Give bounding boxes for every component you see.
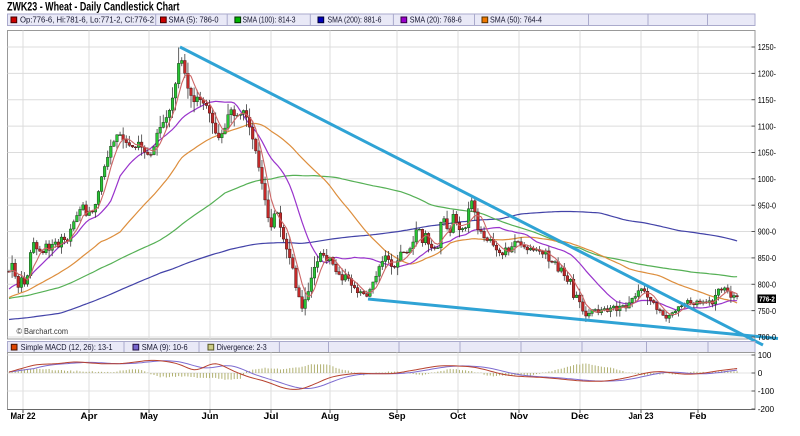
svg-text:Oct: Oct [450, 411, 467, 422]
svg-text:950-0: 950-0 [758, 201, 777, 210]
svg-text:SMA (9): 10-6: SMA (9): 10-6 [142, 343, 188, 352]
svg-text:700-0: 700-0 [758, 333, 777, 342]
svg-text:Sep: Sep [389, 411, 406, 422]
svg-text:Apr: Apr [81, 411, 98, 422]
svg-text:Jul: Jul [264, 411, 279, 422]
svg-text:1200-: 1200- [758, 70, 777, 79]
svg-text:SMA (20): 768-6: SMA (20): 768-6 [410, 16, 462, 25]
svg-text:Mar 22: Mar 22 [11, 411, 36, 422]
svg-text:1050-: 1050- [758, 149, 777, 158]
svg-text:© Barchart.com: © Barchart.com [17, 326, 69, 336]
svg-text:SMA (5): 786-0: SMA (5): 786-0 [169, 16, 219, 25]
svg-text:Simple MACD (12, 26): 13-1: Simple MACD (12, 26): 13-1 [21, 343, 113, 352]
svg-text:SMA (200): 881-6: SMA (200): 881-6 [328, 16, 382, 25]
svg-text:-100: -100 [758, 387, 775, 396]
svg-text:Dec: Dec [571, 411, 589, 422]
svg-text:Nov: Nov [510, 411, 529, 422]
svg-text:1250-: 1250- [758, 43, 777, 52]
svg-text:SMA (100): 814-3: SMA (100): 814-3 [243, 16, 296, 25]
svg-text:1100-: 1100- [758, 122, 777, 131]
svg-text:Jun: Jun [202, 411, 219, 422]
svg-text:Feb: Feb [690, 411, 707, 422]
svg-text:ZWK23 - Wheat - Daily Candlest: ZWK23 - Wheat - Daily Candlestick Chart [7, 0, 180, 14]
svg-text:1150-: 1150- [758, 96, 777, 105]
svg-text:750-0: 750-0 [758, 307, 777, 316]
svg-text:SMA (50): 764-4: SMA (50): 764-4 [490, 16, 542, 25]
svg-text:776-2: 776-2 [759, 295, 775, 304]
svg-text:Jan 23: Jan 23 [629, 411, 654, 422]
svg-text:Op:776-6, Hi:781-6, Lo:771-2,: Op:776-6, Hi:781-6, Lo:771-2, Cl:776-2 [20, 16, 154, 25]
svg-text:800-0: 800-0 [758, 281, 777, 290]
svg-text:Divergence: 2-3: Divergence: 2-3 [217, 343, 267, 352]
svg-text:1000-: 1000- [758, 175, 777, 184]
svg-text:Aug: Aug [321, 411, 339, 422]
svg-text:0: 0 [758, 369, 763, 378]
svg-text:May: May [140, 411, 159, 422]
svg-text:850-0: 850-0 [758, 254, 777, 263]
svg-text:900-0: 900-0 [758, 228, 777, 237]
svg-text:100: 100 [758, 351, 772, 360]
svg-text:-200: -200 [758, 405, 775, 414]
